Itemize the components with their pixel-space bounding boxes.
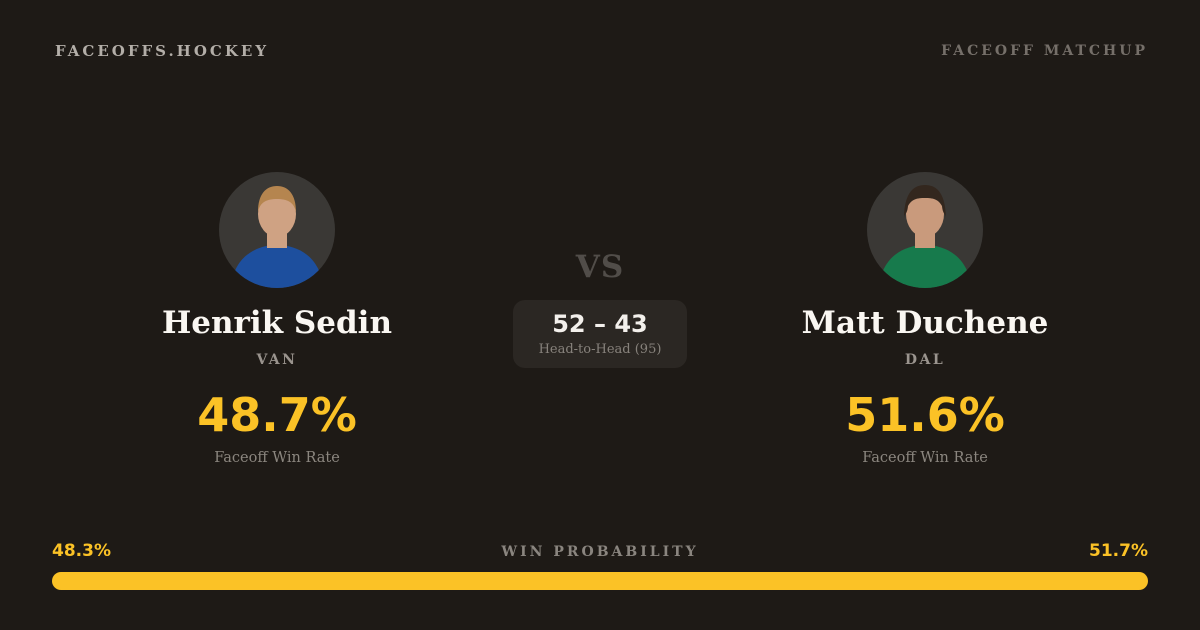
brand-logo: FACEOFFS.HOCKEY [55,42,270,60]
head-shape [906,191,944,237]
head-to-head-score: 52 – 43 [552,310,648,338]
player-silhouette-icon [879,185,971,288]
player-name: Henrik Sedin [161,305,393,341]
win-probability-bar [52,572,1148,590]
matchup-center: VS 52 – 43 Head-to-Head (95) [450,252,750,368]
head-shape [258,191,296,237]
jersey-shape [879,245,971,288]
jersey-shape [231,245,323,288]
win-probability-row: 48.3% WIN PROBABILITY 51.7% [52,541,1148,563]
faceoff-win-rate-value: 48.7% [197,388,357,442]
page-label: FACEOFF MATCHUP [941,43,1148,59]
prob-bar-right [581,572,1148,590]
hair-shape [904,185,946,220]
head-to-head-label: Head-to-Head (95) [538,342,662,357]
vs-label: VS [575,249,625,285]
avatar-right [867,172,983,288]
win-probability-label: WIN PROBABILITY [501,544,699,560]
win-probability-left-pct: 48.3% [52,541,111,561]
faceoff-win-rate-label: Faceoff Win Rate [862,450,988,466]
player-team: DAL [904,352,946,368]
win-probability-right-pct: 51.7% [1089,541,1148,561]
hair-shape [258,186,296,212]
player-card-left: Henrik Sedin VAN 48.7% Faceoff Win Rate [117,172,437,466]
avatar-left [219,172,335,288]
player-name: Matt Duchene [801,305,1049,341]
player-team: VAN [256,352,298,368]
head-to-head-box: 52 – 43 Head-to-Head (95) [512,300,688,368]
prob-bar-left [52,572,582,590]
player-silhouette-icon [231,186,323,288]
faceoff-win-rate-label: Faceoff Win Rate [214,450,340,466]
faceoff-win-rate-value: 51.6% [845,388,1005,442]
player-card-right: Matt Duchene DAL 51.6% Faceoff Win Rate [765,172,1085,466]
